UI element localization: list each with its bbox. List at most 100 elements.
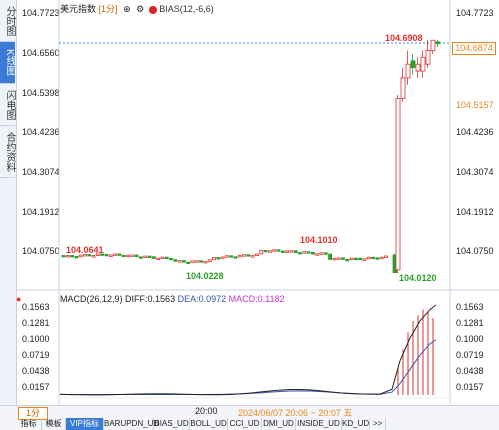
candle [83, 254, 87, 257]
current-price-tag: 104.6874 [452, 42, 496, 55]
tab-timeshare[interactable]: 分时图 [0, 0, 15, 42]
candle [203, 261, 208, 264]
macd-tick-right: 0.0719 [456, 350, 484, 360]
candle [65, 255, 70, 258]
candle [246, 254, 251, 257]
macd-tick: 0.0719 [22, 350, 50, 360]
candle [336, 257, 341, 260]
candle [395, 98, 401, 271]
candle [379, 256, 384, 260]
candle [143, 255, 148, 258]
macd-header: MACD(26,12,9) DIFF:0.1563 DEA:0.0972 MAC… [60, 294, 285, 304]
candle [400, 77, 406, 99]
dea-line [60, 339, 437, 395]
macd-tick-right: 0.1000 [456, 334, 484, 344]
chart-canvas[interactable] [0, 0, 499, 405]
tab-boll[interactable]: BOLL_UD [190, 418, 228, 430]
candle [349, 257, 354, 261]
tab-flash[interactable]: 闪电图 [0, 84, 15, 126]
price-tick: 104.7723 [22, 8, 60, 18]
candle [108, 254, 113, 257]
candle [302, 251, 307, 254]
time-label: 20:00 [195, 406, 218, 416]
bottom-toolbar: 20:00 2024/06/07 20:06 ~ 20:07 五 1分 指标 模… [0, 405, 499, 430]
candle [358, 257, 363, 261]
tab-inside[interactable]: INSIDE_UD [296, 418, 342, 430]
candle [430, 39, 436, 51]
macd-tick: 0.1281 [22, 318, 50, 328]
candle [366, 256, 371, 260]
candle [237, 254, 242, 258]
candle [113, 253, 117, 256]
macd-value: MACD:0.1182 [228, 294, 285, 304]
candle [224, 255, 229, 258]
candle [267, 250, 272, 253]
candle [61, 255, 66, 258]
macd-tick-right: 0.1563 [456, 302, 484, 312]
candle [276, 249, 281, 252]
candle [190, 260, 195, 263]
candle [74, 256, 79, 259]
tab-bias[interactable]: BIAS_UD [154, 418, 190, 430]
period-button[interactable]: 1分 [18, 407, 48, 420]
tab-barupdn[interactable]: BARUPDN_UD [104, 418, 160, 430]
gear-icon[interactable]: ⚙ [136, 4, 145, 15]
macd-dea: DEA:0.0972 [177, 294, 227, 304]
tab-vip-indicator[interactable]: VIP指标 [66, 418, 104, 430]
candle [78, 254, 83, 258]
tab-template[interactable]: 模板 [42, 418, 66, 430]
red-dot-icon[interactable] [148, 5, 157, 14]
candle [415, 63, 421, 72]
macd-tick-right: 0.1281 [456, 318, 484, 328]
macd-tick: 0.0438 [22, 366, 50, 376]
candle [212, 257, 216, 261]
tab-cci[interactable]: CCI_UD [228, 418, 262, 430]
candle [156, 257, 161, 261]
candle [425, 50, 431, 65]
candle [263, 249, 268, 253]
candle [341, 257, 345, 260]
candle [104, 253, 109, 257]
time-range-label: 2024/06/07 20:06 ~ 20:07 五 [238, 408, 353, 418]
candle [91, 255, 96, 258]
more-tabs-button[interactable]: >> [370, 418, 386, 430]
candle [242, 254, 247, 257]
candle [272, 249, 277, 252]
period-label[interactable]: [1分] [98, 4, 118, 14]
candle [151, 256, 156, 259]
candle [332, 257, 337, 261]
candle [87, 254, 92, 257]
candle [410, 60, 416, 69]
macd-tick: 0.0157 [22, 382, 50, 392]
macd-name: MACD(26,12,9) [60, 294, 123, 304]
tab-dmi[interactable]: DMI_UD [262, 418, 296, 430]
mid-low-annotation: 104.0228 [186, 271, 224, 281]
candle [319, 252, 324, 255]
tab-indicator[interactable]: 指标 [16, 418, 42, 430]
candle [323, 252, 328, 255]
candle [345, 258, 350, 262]
tab-kline[interactable]: K线图 [0, 42, 15, 84]
highlight-price: 104.5157 [456, 100, 494, 110]
view-sidebar: 分时图 K线图 闪电图 合约资料 [0, 0, 17, 405]
candle [259, 249, 264, 255]
diff-line [59, 304, 437, 396]
candle [280, 250, 285, 253]
tab-kd[interactable]: KD_UD [342, 418, 370, 430]
candle [164, 256, 169, 260]
price-tick: 104.4236 [22, 127, 60, 137]
candle [100, 253, 105, 256]
macd-tick: 0.1563 [22, 302, 50, 312]
candle [289, 250, 294, 253]
macd-marker-icon: ● [16, 294, 22, 304]
symbol-name: 美元指数 [60, 4, 97, 14]
tab-contract-info[interactable]: 合约资料 [0, 126, 15, 178]
price-tick: 104.0750 [22, 246, 60, 256]
left-price-annotation: 104.0641 [66, 245, 104, 255]
candle [177, 260, 182, 263]
candle [216, 257, 221, 260]
candle [328, 253, 333, 260]
candle [298, 252, 302, 255]
plus-icon[interactable]: ⊕ [123, 4, 131, 15]
mid-high-annotation: 104.1010 [300, 235, 338, 245]
